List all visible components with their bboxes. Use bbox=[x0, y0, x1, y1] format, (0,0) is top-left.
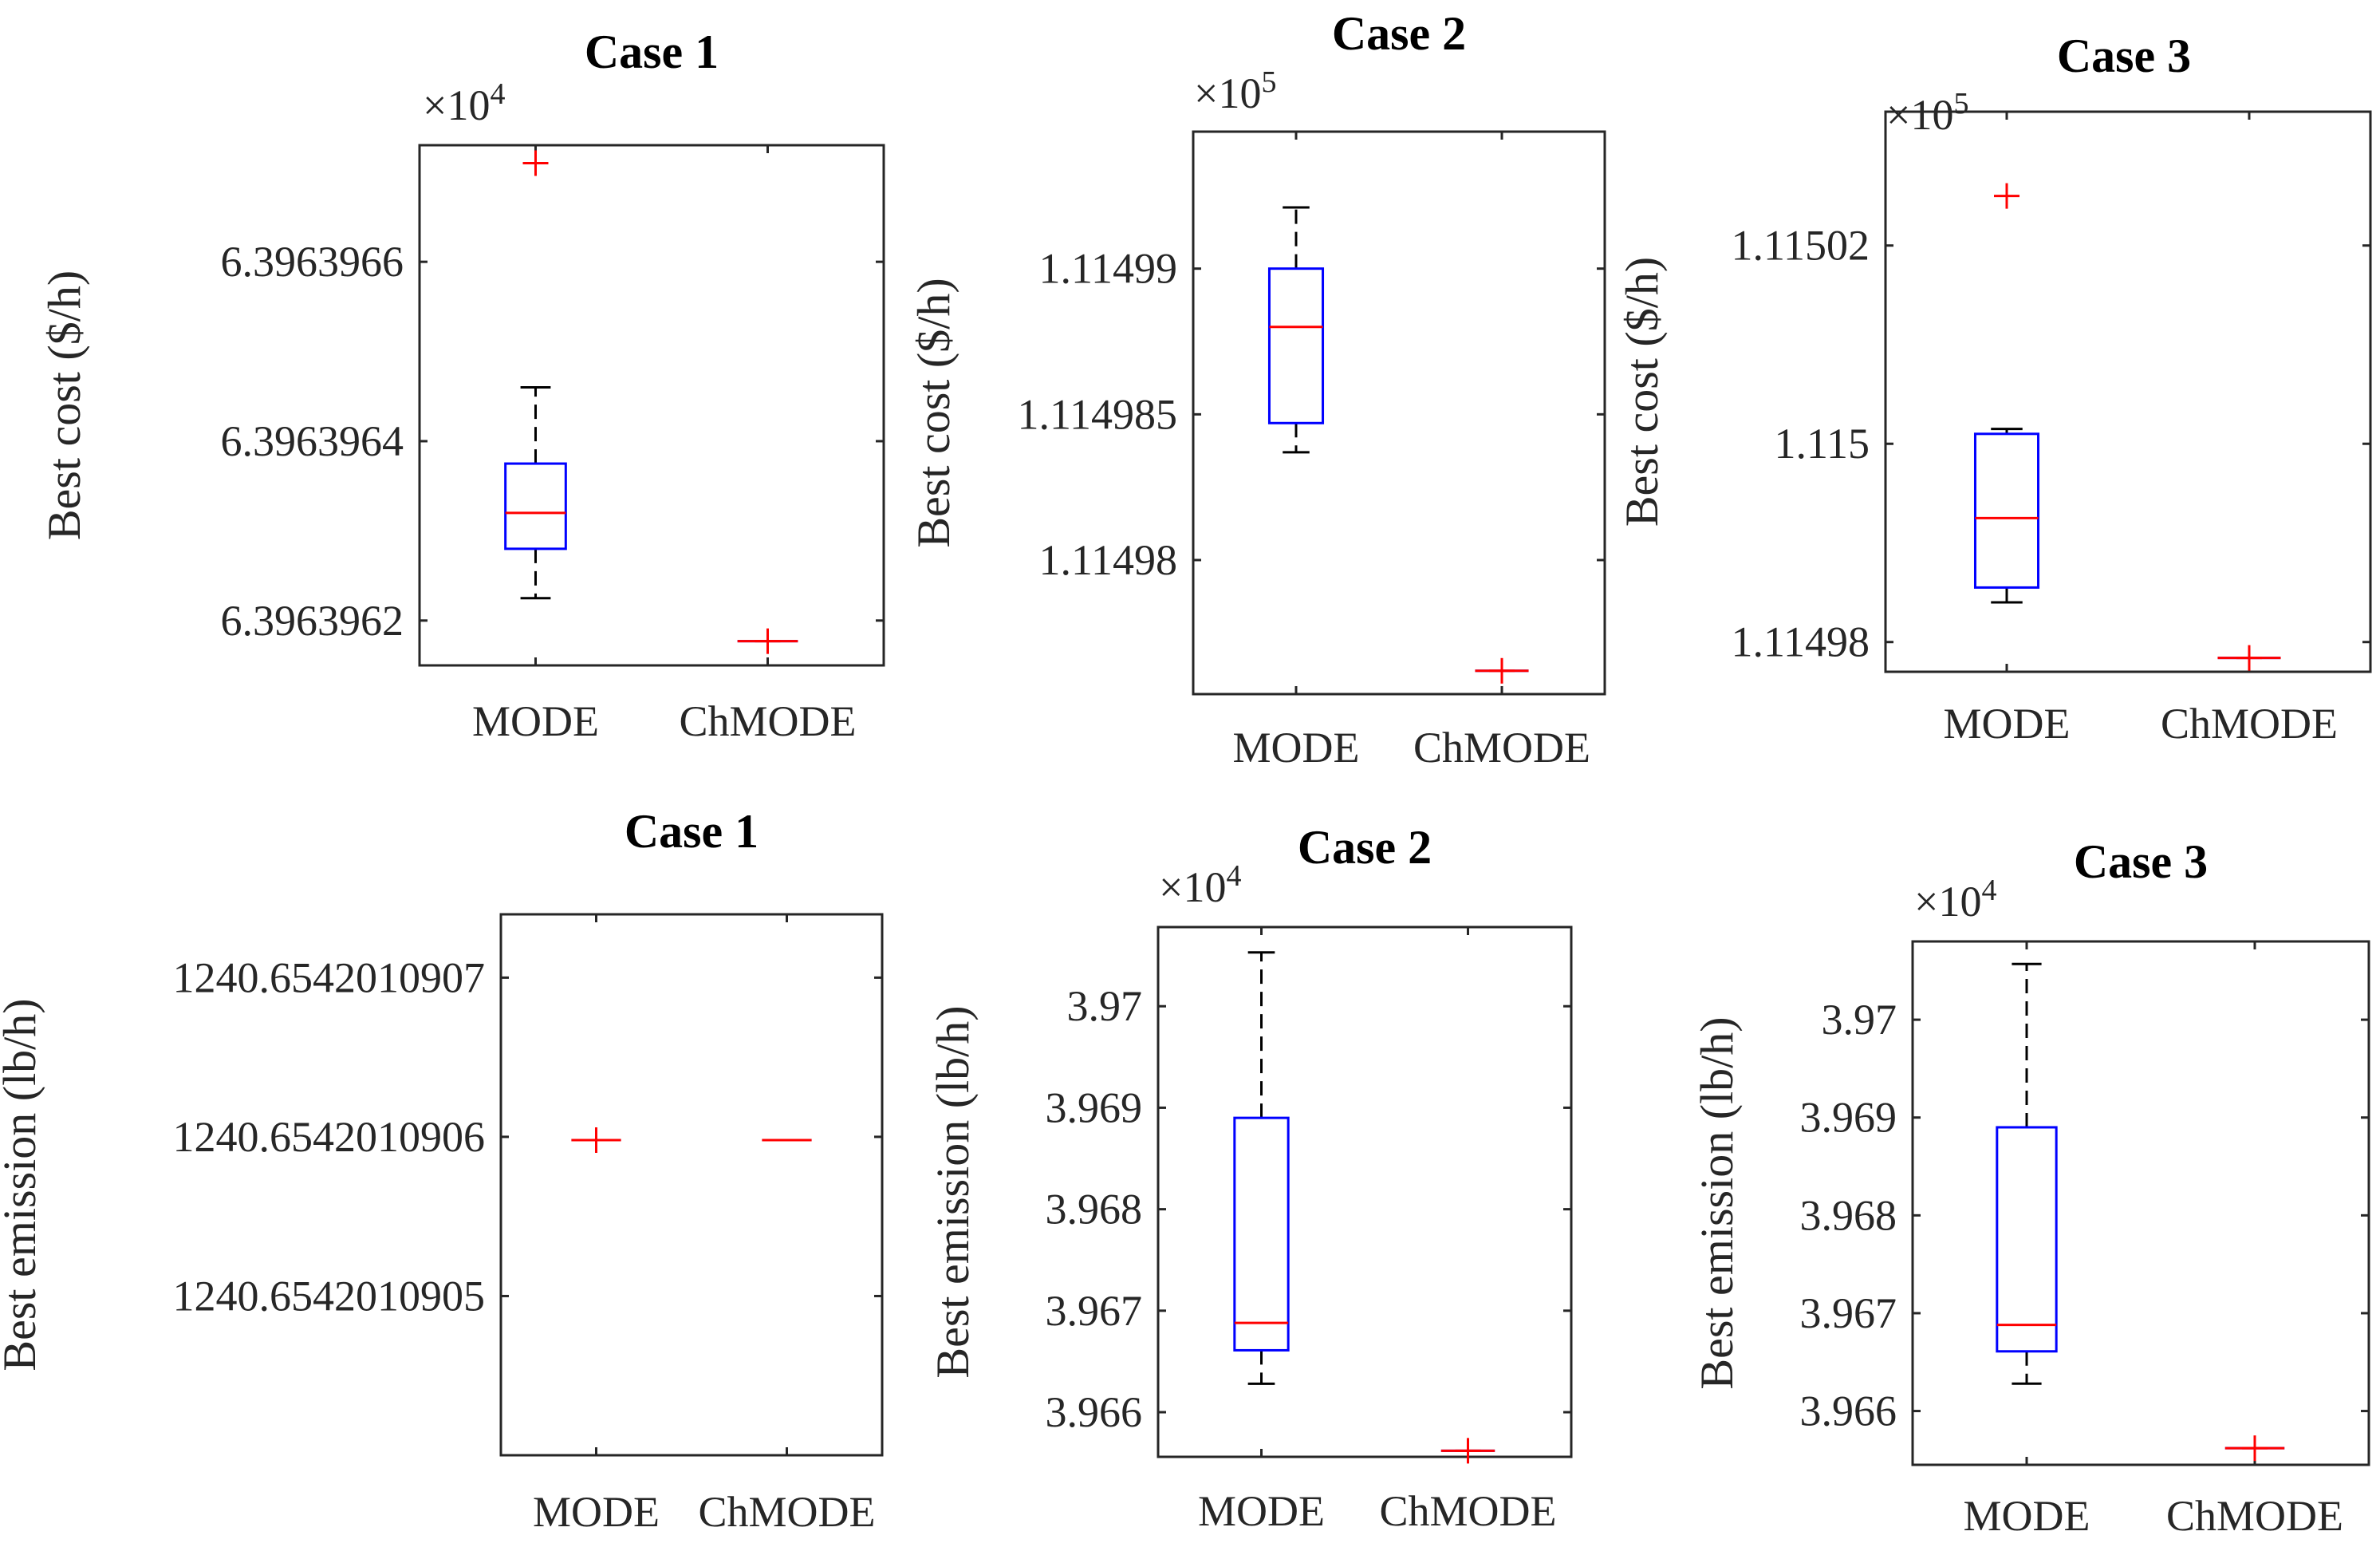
chart-panel-6: Case 3 ×104 Best emission (lb/h) 3.966 3.967… bbox=[1691, 835, 2370, 1540]
box-mode bbox=[504, 150, 567, 600]
box-mode bbox=[1973, 183, 2040, 604]
x-tick-label: MODE bbox=[472, 697, 599, 745]
axes-frame bbox=[499, 913, 884, 1457]
x-tick-label: MODE bbox=[1198, 1487, 1325, 1535]
outlier-marker bbox=[1994, 183, 2019, 209]
box-chmode bbox=[1440, 1438, 1495, 1464]
y-axis-label: Best cost ($/h) bbox=[1616, 257, 1668, 527]
y-axis-label: Best cost ($/h) bbox=[38, 270, 90, 540]
axes-frame bbox=[418, 144, 885, 667]
y-tick-label: 1.11498 bbox=[1039, 536, 1178, 584]
y-tick-label: 3.969 bbox=[1800, 1094, 1897, 1142]
y-tick-label: 3.968 bbox=[1046, 1186, 1143, 1233]
iqr-box bbox=[1267, 267, 1325, 424]
y-tick-label: 3.966 bbox=[1046, 1388, 1143, 1436]
x-tick-label: ChMODE bbox=[2161, 700, 2338, 748]
axes-frame bbox=[1884, 110, 2372, 673]
y-axis-label: Best emission (lb/h) bbox=[1691, 1016, 1743, 1389]
chart-panel-4: Case 1 Best emission (lb/h) 1240.654201090… bbox=[0, 805, 884, 1536]
x-tick-label: ChMODE bbox=[1379, 1487, 1556, 1535]
box-chmode bbox=[2224, 1435, 2285, 1462]
y-tick-label: 3.968 bbox=[1800, 1191, 1897, 1239]
y-axis-label: Best emission (lb/h) bbox=[927, 1005, 979, 1378]
x-tick-label: MODE bbox=[1964, 1492, 2090, 1540]
box-mode bbox=[1233, 951, 1290, 1385]
axis-multiplier: ×105 bbox=[1194, 65, 1276, 117]
chart-title: Case 3 bbox=[2074, 835, 2208, 888]
outlier-marker bbox=[522, 150, 549, 176]
y-tick-label: 3.97 bbox=[1822, 996, 1897, 1044]
outlier-marker bbox=[755, 628, 781, 654]
chart-panel-2: Case 2 ×105 Best cost ($/h) 1.11498 1.114985… bbox=[908, 7, 1606, 772]
y-tick-label: 1.11502 bbox=[1732, 222, 1870, 270]
y-axis-label: Best cost ($/h) bbox=[908, 278, 959, 547]
y-tick-label: 1240.6542010907 bbox=[173, 953, 486, 1001]
y-tick-label: 3.967 bbox=[1800, 1289, 1897, 1337]
outlier-marker bbox=[2242, 1435, 2268, 1462]
x-tick-label: MODE bbox=[1944, 700, 2071, 748]
axes-frame bbox=[1157, 925, 1573, 1458]
x-tick-label: ChMODE bbox=[698, 1488, 875, 1536]
axes-frame bbox=[1911, 940, 2370, 1466]
box-mode bbox=[1267, 206, 1325, 454]
outlier-marker bbox=[2236, 645, 2262, 671]
y-tick-label: 1240.6542010906 bbox=[173, 1113, 486, 1161]
x-tick-label: ChMODE bbox=[1413, 724, 1590, 772]
x-tick-label: MODE bbox=[1233, 724, 1360, 772]
chart-title: Case 1 bbox=[585, 26, 719, 78]
axis-multiplier: ×104 bbox=[1159, 859, 1241, 911]
box-mode bbox=[1996, 962, 2058, 1385]
chart-panel-5: Case 2 ×104 Best emission (lb/h) 3.966 3.967… bbox=[927, 821, 1573, 1535]
y-tick-label: 1.11498 bbox=[1732, 618, 1870, 666]
axis-multiplier: ×104 bbox=[1914, 874, 1996, 925]
iqr-box bbox=[1996, 1126, 2058, 1353]
iqr-box bbox=[1973, 432, 2040, 589]
x-tick-label: MODE bbox=[533, 1488, 660, 1536]
y-tick-label: 6.3963966 bbox=[221, 238, 404, 286]
x-tick-label: ChMODE bbox=[679, 697, 856, 745]
axis-multiplier: ×104 bbox=[423, 77, 505, 129]
iqr-box bbox=[1233, 1116, 1290, 1352]
chart-title: Case 1 bbox=[625, 805, 759, 858]
y-tick-label: 3.966 bbox=[1800, 1387, 1897, 1435]
outlier-marker bbox=[583, 1127, 609, 1153]
iqr-box bbox=[504, 462, 567, 551]
y-tick-label: 6.3963962 bbox=[221, 597, 404, 645]
box-mode bbox=[571, 1127, 621, 1153]
y-tick-label: 3.969 bbox=[1046, 1083, 1143, 1131]
chart-title: Case 2 bbox=[1298, 821, 1432, 874]
y-tick-label: 1240.6542010905 bbox=[173, 1272, 486, 1320]
box-chmode bbox=[1475, 657, 1529, 684]
y-tick-label: 1.115 bbox=[1775, 420, 1870, 468]
outlier-marker bbox=[1489, 657, 1515, 684]
chart-title: Case 3 bbox=[2057, 30, 2191, 82]
y-tick-label: 6.3963964 bbox=[221, 417, 404, 465]
box-chmode bbox=[2217, 645, 2281, 671]
y-tick-label: 1.114985 bbox=[1018, 390, 1178, 438]
y-axis-label: Best emission (lb/h) bbox=[0, 998, 45, 1371]
outlier-marker bbox=[1455, 1438, 1481, 1464]
x-tick-label: ChMODE bbox=[2166, 1492, 2343, 1540]
y-tick-label: 1.11499 bbox=[1039, 245, 1178, 293]
axes-frame bbox=[1192, 130, 1606, 696]
y-tick-label: 3.97 bbox=[1067, 982, 1143, 1030]
chart-panel-1: Case 1 ×104 Best cost ($/h) 6.3963962 6.3963… bbox=[38, 26, 885, 745]
box-chmode bbox=[737, 628, 798, 654]
y-tick-label: 3.967 bbox=[1046, 1287, 1143, 1335]
chart-title: Case 2 bbox=[1332, 7, 1466, 60]
